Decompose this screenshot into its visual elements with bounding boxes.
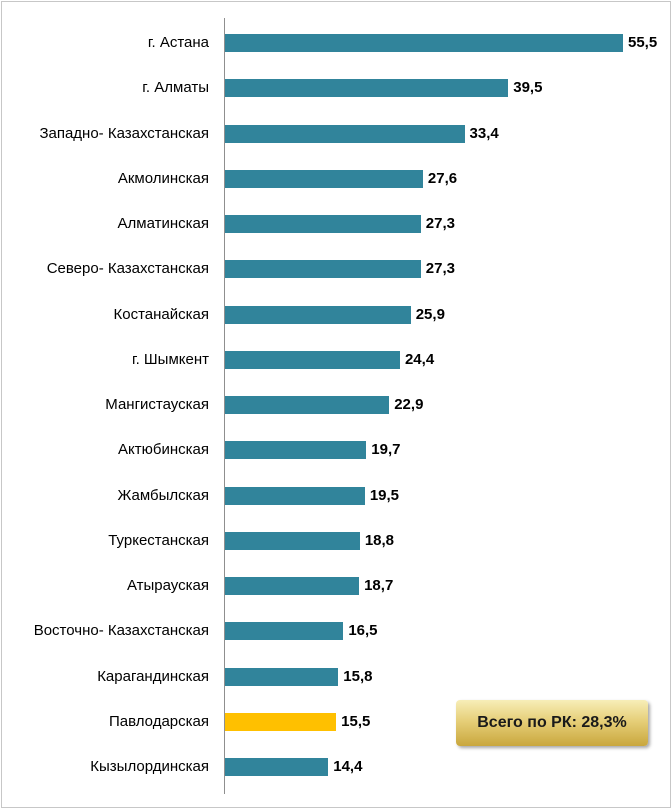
bar [225,396,390,414]
total-annotation: Всего по РК: 28,3% [456,700,648,746]
category-label: Костанайская [113,305,210,323]
category-label: г. Астана [147,34,209,51]
bar [225,169,423,188]
data-label: 24,4 [404,350,435,368]
category-label: Актюбинская [118,441,209,459]
category-label: Алматинская [117,215,209,232]
data-label: 19,7 [371,441,401,459]
data-label: 15,8 [343,667,373,685]
bar [225,34,623,52]
category-label: Павлодарская [109,712,209,730]
category-label: Туркестанская [108,531,209,549]
data-label: 18,8 [364,531,395,549]
data-label: 14,4 [333,758,363,775]
data-label: 16,5 [348,622,378,640]
data-label: 33,4 [469,124,499,142]
data-label: 27,3 [425,215,455,232]
bar [225,260,421,279]
category-label: Западно- Казахстанская [39,124,209,142]
category-label: Кызылординская [90,758,209,775]
bar [225,758,329,776]
bar [225,622,344,641]
category-label: Восточно- Казахстанская [33,622,209,640]
category-label: г. Шымкент [131,350,209,368]
category-label: Мангистауская [105,396,209,413]
data-label: 55,5 [628,34,658,51]
bar [225,350,400,369]
data-label: 19,5 [369,486,400,504]
data-label: 27,6 [427,169,458,187]
bar [225,667,339,686]
bar [225,486,365,505]
bar [225,79,509,98]
data-label: 25,9 [415,305,445,323]
bar [225,215,421,233]
bar [225,441,367,460]
bar [225,577,360,595]
category-label: г. Алматы [142,79,209,97]
bar [225,531,360,550]
bar [225,712,337,731]
bar [225,305,411,324]
category-label: Жамбылская [117,486,210,504]
data-label: 22,9 [394,396,424,413]
category-label: Атырауская [126,577,209,594]
category-label: Карагандинская [97,667,209,685]
category-label: Акмолинская [117,169,209,187]
data-label: 39,5 [513,79,543,97]
data-label: 27,3 [425,260,455,278]
category-label: Северо- Казахстанская [46,260,209,278]
bar [225,124,465,143]
data-label: 18,7 [364,577,394,594]
category-axis-line [224,18,225,794]
data-label: 15,5 [341,712,371,730]
